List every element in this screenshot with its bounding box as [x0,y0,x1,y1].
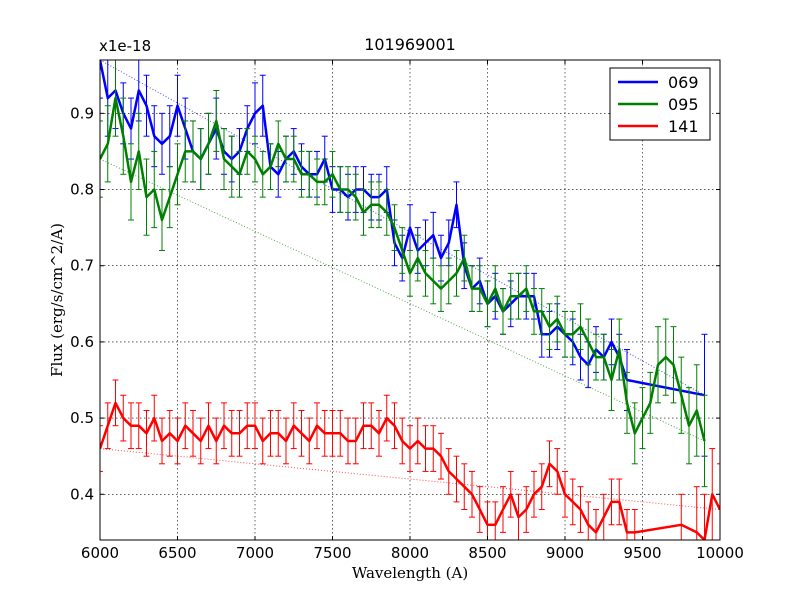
legend-label: 095 [668,95,699,114]
x-tick-label: 7000 [236,544,274,562]
error-bar [100,120,103,198]
x-tick-label: 9500 [623,544,661,562]
y-tick-label: 0.7 [70,257,94,275]
error-bar [701,493,708,540]
series-group [100,60,720,540]
y-tick-label: 0.6 [70,333,94,351]
error-bar [717,463,720,540]
x-tick-label: 10000 [696,544,744,562]
y-tick-label: 0.4 [70,485,94,503]
x-tick-label: 6500 [158,544,196,562]
y-multiplier-label: x1e-18 [99,37,151,55]
trend-line-095 [100,158,705,442]
y-tick-label: 0.8 [70,181,94,199]
series-141 [100,379,720,540]
y-tick-label: 0.9 [70,104,94,122]
x-tick-label: 8000 [391,544,429,562]
x-tick-label: 9000 [546,544,584,562]
legend-label: 069 [668,73,699,92]
legend-label: 141 [668,117,699,136]
trend-line-141 [100,448,720,511]
error-bar [100,425,103,472]
series-095 [100,60,708,488]
legend-item-141: 141 [618,117,699,136]
plot-area [100,60,720,540]
axis-ticks: 6000 6500 7000 7500 8000 8500 9000 9500 10000 0.4… [70,60,744,562]
legend: 069 095 141 [609,67,711,141]
y-tick-label: 0.5 [70,409,94,427]
series-line-141 [100,401,720,540]
series-line-069 [100,60,705,397]
x-tick-label: 6000 [81,544,119,562]
legend-item-095: 095 [618,95,699,114]
error-bar [100,60,103,99]
x-tick-label: 8500 [468,544,506,562]
y-axis-label: Flux (erg/s/cm^2/A) [48,223,66,377]
x-tick-label: 7500 [313,544,351,562]
x-axis-label: Wavelength (A) [352,564,468,582]
chart-title: 101969001 [364,35,456,54]
series-line-095 [100,96,706,442]
legend-item-069: 069 [618,73,699,92]
